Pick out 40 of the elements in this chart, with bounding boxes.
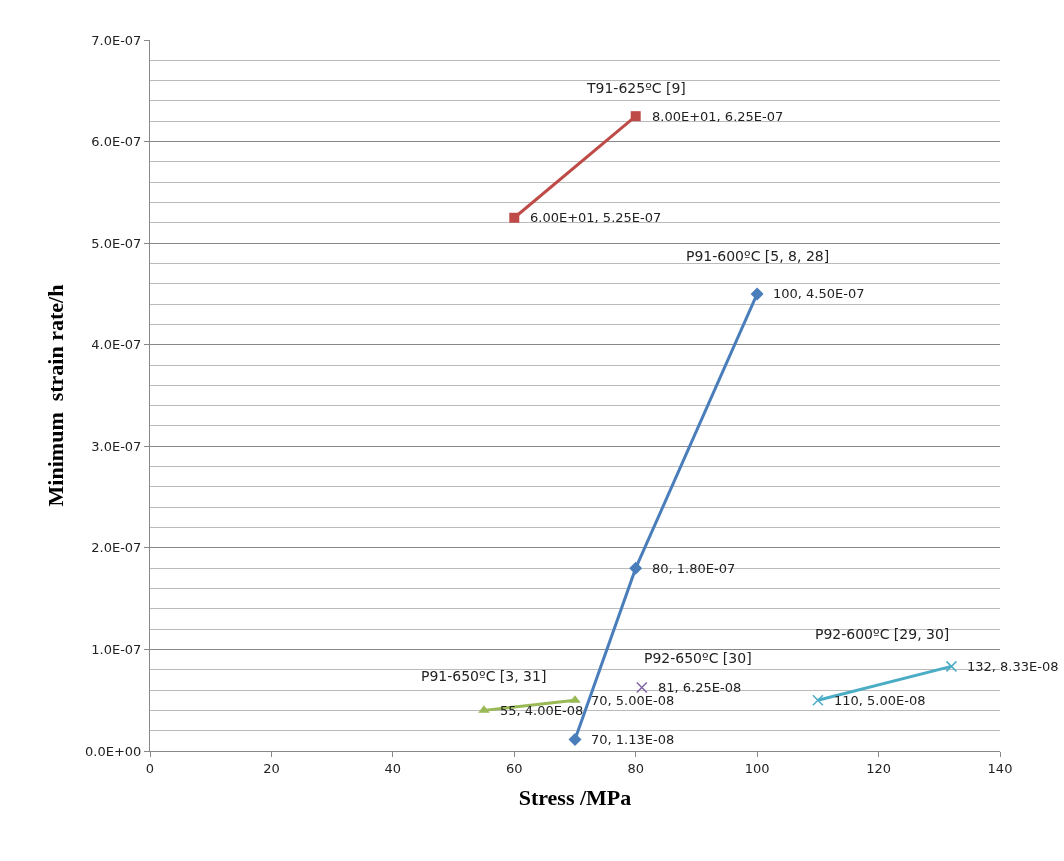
x-tick-label: 40 — [384, 760, 402, 776]
series-label: P92-650ºC [30] — [644, 650, 752, 666]
annotation: 100, 4.50E-07 — [773, 286, 865, 301]
point — [945, 660, 958, 673]
annotation: 110, 5.00E-08 — [834, 693, 926, 708]
y-tick-label: 1.0E-07 — [91, 641, 142, 657]
point — [630, 111, 641, 122]
y-tick-label: 7.0E-07 — [91, 32, 142, 48]
text: P91-600ºC [5, 8, 28] — [686, 248, 830, 264]
point — [750, 287, 764, 301]
series-label: P91-650ºC [3, 31] — [421, 668, 547, 684]
series-label: P92-600ºC [29, 30] — [815, 626, 950, 642]
y-tick-label: 2.0E-07 — [91, 540, 142, 556]
point — [568, 733, 582, 747]
x-tick-label: 60 — [506, 760, 523, 776]
x-axis-title: Stress /MPa — [518, 785, 632, 811]
annotation: 6.00E+01, 5.25E-07 — [530, 210, 662, 225]
x-tick-label: 20 — [263, 760, 280, 776]
y-axis-title: Minimum strain rate/h — [42, 284, 68, 507]
point — [509, 212, 520, 223]
annotation: 132, 8.33E-08 — [967, 659, 1059, 674]
annotation: 80, 1.80E-07 — [652, 561, 736, 576]
x-tick-label: 100 — [744, 760, 770, 776]
annotation: 81, 6.25E-08 — [658, 680, 742, 695]
point — [629, 561, 643, 575]
x-tick-label: 140 — [987, 760, 1013, 776]
annotation: 8.00E+01, 6.25E-07 — [652, 109, 784, 124]
x-tick-label: 120 — [866, 760, 891, 776]
point — [636, 681, 648, 694]
y-tick-label: 4.0E-07 — [91, 337, 142, 353]
x-tick-label: 0 — [145, 760, 155, 776]
series-label: T91-625ºC [9] — [586, 80, 686, 96]
y-tick-label: 3.0E-07 — [91, 438, 142, 454]
point — [812, 694, 824, 706]
annotation: 70, 1.13E-08 — [591, 732, 675, 747]
y-tick-label: 0.0E+00 — [85, 743, 142, 759]
y-tick-label: 6.0E-07 — [91, 134, 142, 150]
x-tick-label: 80 — [627, 760, 644, 776]
annotation: 70, 5.00E-08 — [591, 693, 675, 708]
y-tick-label: 5.0E-07 — [91, 235, 142, 251]
